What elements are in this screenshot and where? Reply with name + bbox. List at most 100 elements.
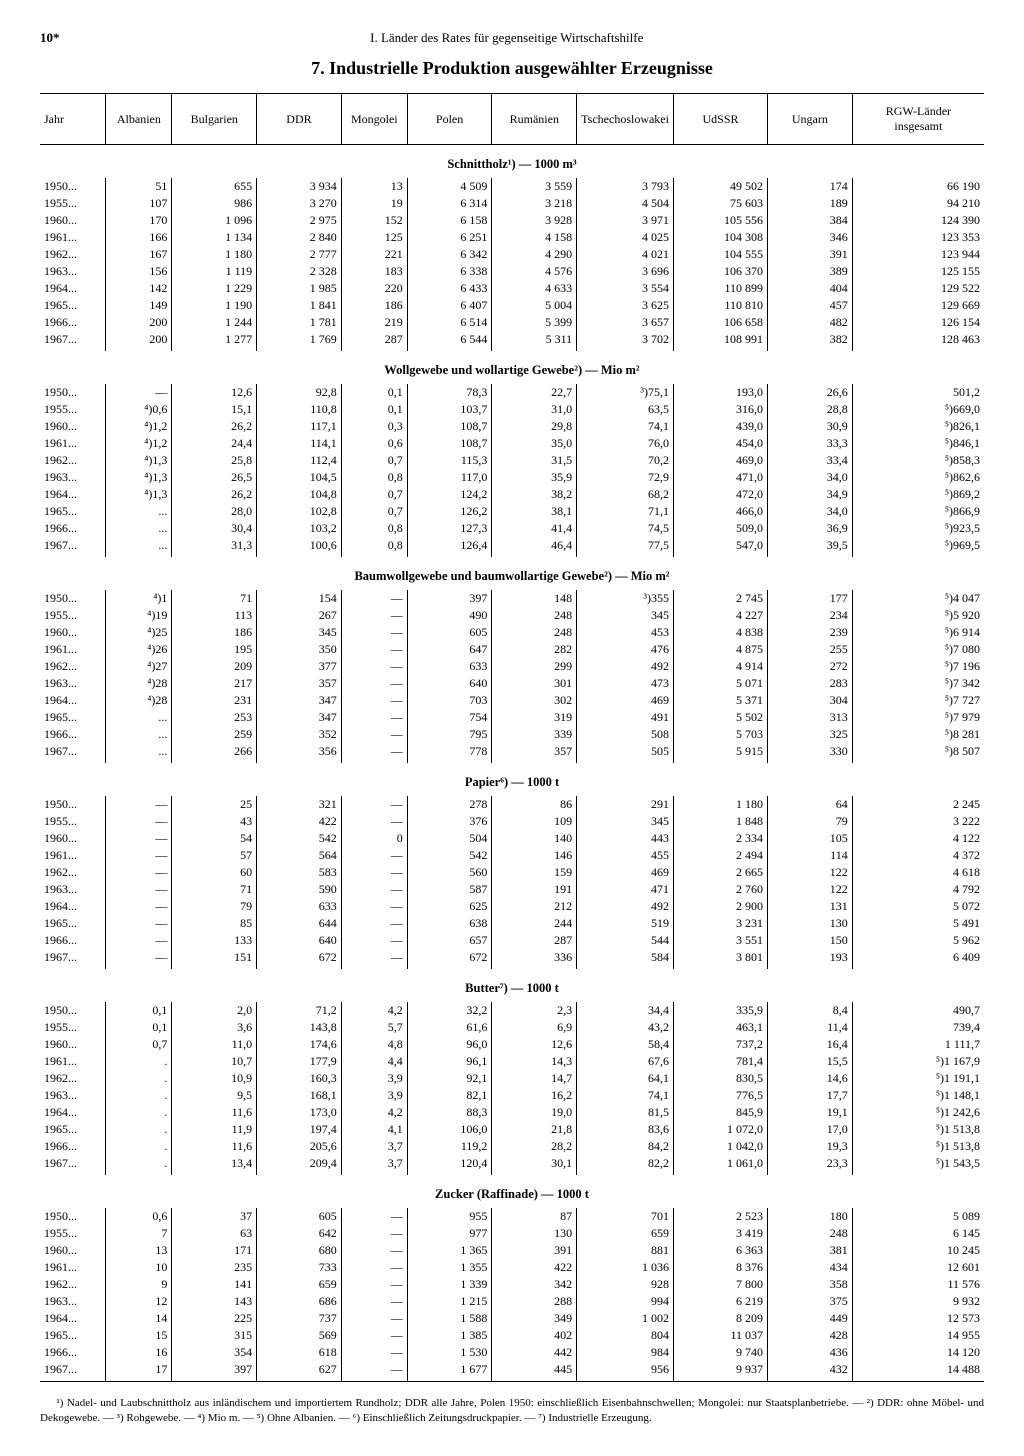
value-cell: 34,0 <box>768 469 853 486</box>
value-cell: ⁴)1 <box>106 590 172 607</box>
value-cell: 491 <box>577 709 674 726</box>
value-cell: 38,2 <box>492 486 577 503</box>
value-cell: 9 <box>106 1276 172 1293</box>
value-cell: 349 <box>492 1310 577 1327</box>
value-cell: 253 <box>172 709 257 726</box>
value-cell: 124,2 <box>407 486 492 503</box>
value-cell: 1 530 <box>407 1344 492 1361</box>
value-cell: 301 <box>492 675 577 692</box>
value-cell: 22,7 <box>492 384 577 401</box>
value-cell: 1 781 <box>257 314 342 331</box>
value-cell: 41,4 <box>492 520 577 537</box>
value-cell: ⁴)1,2 <box>106 435 172 452</box>
value-cell: 14 488 <box>852 1361 984 1382</box>
value-cell: 174 <box>768 178 853 195</box>
value-cell: 0,7 <box>341 452 407 469</box>
value-cell: 469,0 <box>673 452 767 469</box>
value-cell: 6 219 <box>673 1293 767 1310</box>
value-cell: ⁵)969,5 <box>852 537 984 557</box>
value-cell: 171 <box>172 1242 257 1259</box>
column-header: UdSSR <box>673 94 767 145</box>
value-cell: 31,5 <box>492 452 577 469</box>
value-cell: 108,7 <box>407 435 492 452</box>
value-cell: 1 111,7 <box>852 1036 984 1053</box>
year-cell: 1950... <box>40 1002 106 1019</box>
value-cell: 1 190 <box>172 297 257 314</box>
value-cell: 299 <box>492 658 577 675</box>
value-cell: 12,6 <box>492 1036 577 1053</box>
value-cell: 5 491 <box>852 915 984 932</box>
year-cell: 1967... <box>40 949 106 969</box>
value-cell: 2,3 <box>492 1002 577 1019</box>
value-cell: 397 <box>407 590 492 607</box>
value-cell: 186 <box>172 624 257 641</box>
value-cell: 1 677 <box>407 1361 492 1382</box>
value-cell: ⁵)846,1 <box>852 435 984 452</box>
value-cell: 1 042,0 <box>673 1138 767 1155</box>
value-cell: — <box>341 1344 407 1361</box>
value-cell: 346 <box>768 229 853 246</box>
value-cell: 672 <box>257 949 342 969</box>
value-cell: 177 <box>768 590 853 607</box>
value-cell: 149 <box>106 297 172 314</box>
value-cell: 5 072 <box>852 898 984 915</box>
value-cell: — <box>106 915 172 932</box>
value-cell: 342 <box>492 1276 577 1293</box>
value-cell: 5 371 <box>673 692 767 709</box>
value-cell: 434 <box>768 1259 853 1276</box>
value-cell: 0,7 <box>341 486 407 503</box>
value-cell: 152 <box>341 212 407 229</box>
value-cell: 104,5 <box>257 469 342 486</box>
value-cell: — <box>341 1293 407 1310</box>
value-cell: ⁵)1 513,8 <box>852 1121 984 1138</box>
value-cell: 457 <box>768 297 853 314</box>
value-cell: 82,2 <box>577 1155 674 1175</box>
value-cell: 389 <box>768 263 853 280</box>
value-cell: 352 <box>257 726 342 743</box>
year-cell: 1962... <box>40 246 106 263</box>
value-cell: 3 231 <box>673 915 767 932</box>
column-header: Albanien <box>106 94 172 145</box>
value-cell: 345 <box>577 607 674 624</box>
value-cell: 590 <box>257 881 342 898</box>
value-cell: 3 801 <box>673 949 767 969</box>
value-cell: 4 021 <box>577 246 674 263</box>
value-cell: 86 <box>492 796 577 813</box>
value-cell: 130 <box>768 915 853 932</box>
value-cell: 64 <box>768 796 853 813</box>
value-cell: 3 928 <box>492 212 577 229</box>
value-cell: 4,2 <box>341 1104 407 1121</box>
value-cell: 10 <box>106 1259 172 1276</box>
value-cell: 302 <box>492 692 577 709</box>
year-cell: 1962... <box>40 864 106 881</box>
value-cell: 1 339 <box>407 1276 492 1293</box>
value-cell: 1 002 <box>577 1310 674 1327</box>
value-cell: 191 <box>492 881 577 898</box>
year-cell: 1950... <box>40 178 106 195</box>
value-cell: 686 <box>257 1293 342 1310</box>
value-cell: 159 <box>492 864 577 881</box>
section-title: Papier⁶) — 1000 t <box>40 763 984 796</box>
value-cell: 71 <box>172 590 257 607</box>
value-cell: 102,8 <box>257 503 342 520</box>
value-cell: 703 <box>407 692 492 709</box>
value-cell: 14 955 <box>852 1327 984 1344</box>
value-cell: 2 975 <box>257 212 342 229</box>
value-cell: 26,6 <box>768 384 853 401</box>
value-cell: 0,1 <box>341 384 407 401</box>
value-cell: ... <box>106 520 172 537</box>
value-cell: 0,3 <box>341 418 407 435</box>
value-cell: 4 576 <box>492 263 577 280</box>
value-cell: 4 158 <box>492 229 577 246</box>
value-cell: 2 245 <box>852 796 984 813</box>
value-cell: 2 840 <box>257 229 342 246</box>
value-cell: 167 <box>106 246 172 263</box>
value-cell: 31,3 <box>172 537 257 557</box>
value-cell: 6 342 <box>407 246 492 263</box>
value-cell: — <box>341 847 407 864</box>
value-cell: 354 <box>172 1344 257 1361</box>
value-cell: — <box>341 932 407 949</box>
value-cell: 6 433 <box>407 280 492 297</box>
value-cell: 5 399 <box>492 314 577 331</box>
value-cell: 4 633 <box>492 280 577 297</box>
